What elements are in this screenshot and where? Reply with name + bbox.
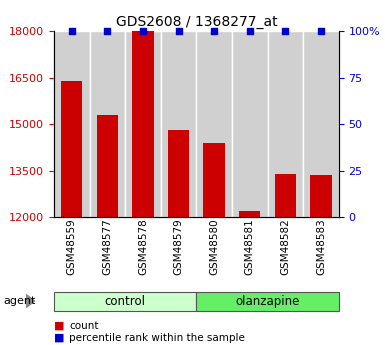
Text: percentile rank within the sample: percentile rank within the sample [69, 333, 245, 343]
Point [104, 28, 110, 34]
Bar [97, 115, 118, 217]
FancyBboxPatch shape [232, 31, 268, 217]
Bar [239, 211, 260, 217]
Bar [132, 31, 154, 217]
FancyBboxPatch shape [196, 31, 232, 217]
Point [247, 28, 253, 34]
Point [69, 28, 75, 34]
Text: count: count [69, 321, 99, 331]
Point [140, 28, 146, 34]
FancyBboxPatch shape [268, 31, 303, 217]
FancyBboxPatch shape [161, 31, 196, 217]
FancyBboxPatch shape [125, 31, 161, 217]
Polygon shape [26, 295, 35, 307]
Text: agent: agent [4, 296, 36, 306]
Text: ■: ■ [54, 333, 64, 343]
FancyBboxPatch shape [303, 31, 339, 217]
Point [176, 28, 182, 34]
Title: GDS2608 / 1368277_at: GDS2608 / 1368277_at [116, 14, 277, 29]
Point [318, 28, 324, 34]
Point [211, 28, 217, 34]
Bar [275, 174, 296, 217]
Bar [203, 143, 225, 217]
FancyBboxPatch shape [90, 31, 125, 217]
FancyBboxPatch shape [54, 31, 90, 217]
Bar [168, 130, 189, 217]
Bar [310, 175, 332, 217]
Text: control: control [105, 295, 146, 307]
Bar [61, 81, 82, 217]
Text: ■: ■ [54, 321, 64, 331]
Text: olanzapine: olanzapine [235, 295, 300, 307]
Point [282, 28, 288, 34]
